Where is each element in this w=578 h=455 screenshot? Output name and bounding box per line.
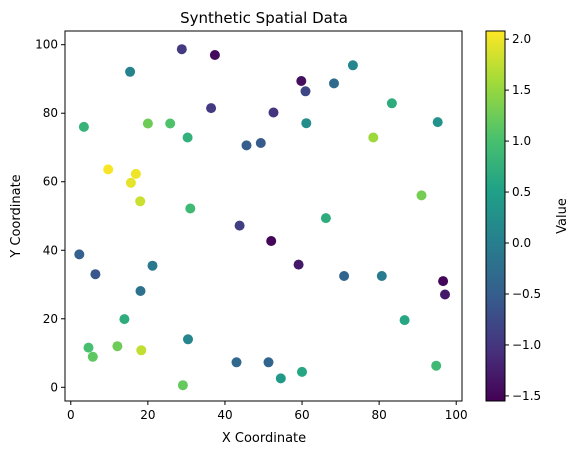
colorbar-label: Value: [555, 198, 570, 234]
data-point-49: [177, 380, 188, 391]
data-point-31: [438, 276, 449, 287]
data-point-16: [241, 140, 252, 151]
data-point-44: [231, 357, 242, 368]
data-point-28: [266, 236, 277, 246]
data-point-32: [90, 269, 101, 280]
data-point-7: [386, 98, 397, 109]
data-point-47: [275, 373, 286, 384]
data-point-30: [293, 259, 304, 270]
y-tick-label: 40: [43, 243, 58, 257]
colorbar-ticks: −1.5 −1.0 −0.5 0.0 0.5 1.0 1.5 2.0: [505, 32, 541, 403]
data-point-40: [83, 342, 94, 353]
colorbar-tick-label: −0.5: [512, 287, 541, 301]
y-tick-label: 0: [50, 380, 58, 394]
x-tick-label: 40: [217, 408, 232, 422]
data-point-9: [268, 107, 279, 118]
colorbar: [485, 30, 506, 402]
data-point-23: [185, 203, 196, 214]
data-point-34: [376, 271, 387, 281]
x-axis-label: X Coordinate: [222, 431, 306, 446]
data-point-19: [103, 164, 114, 175]
data-point-25: [416, 190, 427, 201]
data-point-45: [263, 357, 274, 368]
colorbar-tick-label: 1.5: [512, 83, 531, 97]
colorbar-tick-label: 2.0: [512, 32, 531, 46]
data-point-17: [255, 138, 266, 148]
data-point-27: [74, 249, 85, 260]
data-point-11: [142, 118, 153, 129]
data-point-22: [135, 196, 146, 207]
data-point-13: [301, 118, 312, 129]
data-point-18: [368, 132, 379, 143]
y-tick-label: 80: [43, 106, 58, 120]
data-point-4: [329, 78, 339, 89]
data-point-39: [183, 334, 193, 345]
data-point-29: [147, 260, 158, 271]
y-axis-label: Y Coordinate: [9, 174, 24, 258]
data-point-10: [78, 121, 89, 132]
data-point-2: [125, 66, 136, 77]
data-point-24: [320, 213, 331, 224]
data-point-38: [119, 314, 130, 325]
data-point-33: [339, 271, 350, 281]
data-point-12: [165, 118, 176, 129]
colorbar-tick-label: 1.0: [512, 134, 531, 148]
colorbar-tick-label: 0.5: [512, 185, 531, 199]
plot-frame: [64, 30, 463, 402]
data-point-14: [432, 117, 443, 128]
chart-title: Synthetic Spatial Data: [180, 9, 348, 27]
colorbar-tick-label: −1.5: [512, 389, 541, 403]
data-point-15: [182, 132, 193, 143]
colorbar-tick-label: −1.0: [512, 338, 541, 352]
data-point-48: [297, 366, 307, 377]
data-point-6: [300, 86, 311, 97]
data-point-20: [130, 168, 141, 179]
data-point-8: [206, 103, 217, 114]
data-point-0: [176, 44, 187, 55]
data-point-46: [431, 360, 442, 371]
x-tick-label: 60: [294, 408, 309, 422]
data-point-36: [135, 286, 146, 296]
data-point-35: [440, 289, 450, 300]
data-point-41: [112, 341, 123, 352]
data-point-42: [136, 345, 147, 356]
y-tick-label: 60: [43, 175, 58, 189]
data-point-26: [234, 220, 245, 231]
colorbar-tick-label: 0.0: [512, 236, 531, 250]
data-points: [74, 44, 450, 391]
data-point-5: [347, 60, 358, 71]
x-tick-label: 20: [140, 408, 155, 422]
data-point-3: [296, 76, 307, 86]
y-axis-ticks: 0 20 40 60 80 100: [35, 38, 65, 394]
x-axis-ticks: 0 20 40 60 80 100: [67, 401, 468, 422]
data-point-37: [399, 315, 410, 326]
x-tick-label: 0: [67, 408, 75, 422]
data-point-1: [209, 50, 220, 60]
y-tick-label: 20: [43, 312, 58, 326]
y-tick-label: 100: [35, 38, 58, 52]
data-point-43: [87, 351, 98, 362]
x-tick-label: 80: [371, 408, 386, 422]
x-tick-label: 100: [445, 408, 468, 422]
data-point-21: [125, 177, 136, 188]
